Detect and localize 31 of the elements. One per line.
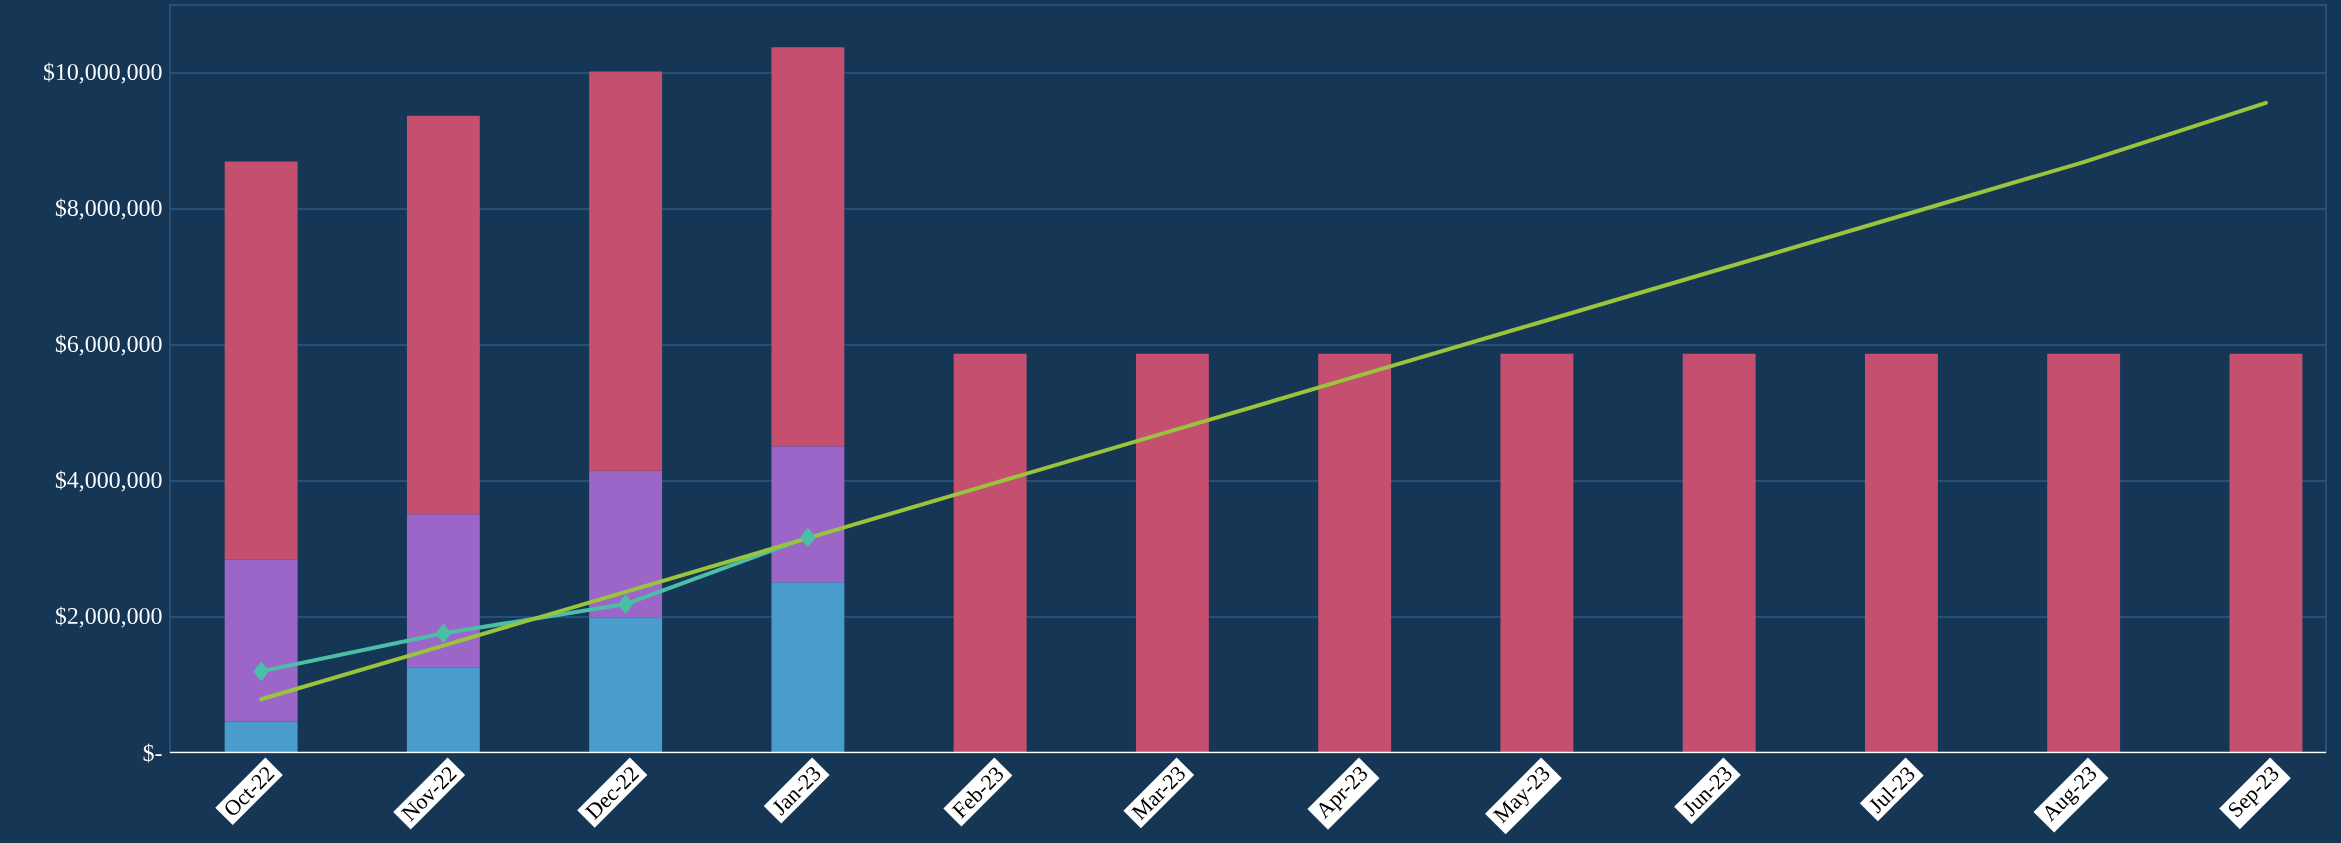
point xyxy=(618,595,633,614)
point xyxy=(800,528,816,547)
bar xyxy=(771,582,845,753)
bar xyxy=(1318,353,1392,753)
point xyxy=(436,624,451,643)
y-tick-label: $8,000,000 xyxy=(55,198,162,220)
bar xyxy=(771,47,845,447)
y-tick-label: $- xyxy=(143,743,162,763)
point xyxy=(253,662,269,681)
bar xyxy=(406,115,480,515)
bar xyxy=(2047,353,2121,753)
bar xyxy=(224,559,298,722)
bar xyxy=(1682,353,1756,753)
line-series xyxy=(259,100,2268,702)
bar xyxy=(224,721,298,753)
bar xyxy=(1864,353,1938,753)
y-tick-label: $4,000,000 xyxy=(55,470,162,492)
bar xyxy=(589,470,663,618)
bar xyxy=(589,617,663,753)
bar xyxy=(589,71,663,471)
bar xyxy=(406,514,480,668)
bar xyxy=(406,667,480,753)
bar xyxy=(1135,353,1209,753)
bar xyxy=(2229,353,2303,753)
y-tick-label: $10,000,000 xyxy=(43,62,162,84)
bar xyxy=(1500,353,1574,753)
y-tick-label: $6,000,000 xyxy=(55,334,162,356)
bar xyxy=(224,161,298,560)
bar xyxy=(953,353,1027,753)
bar xyxy=(771,446,845,583)
y-tick-label: $2,000,000 xyxy=(55,606,162,628)
